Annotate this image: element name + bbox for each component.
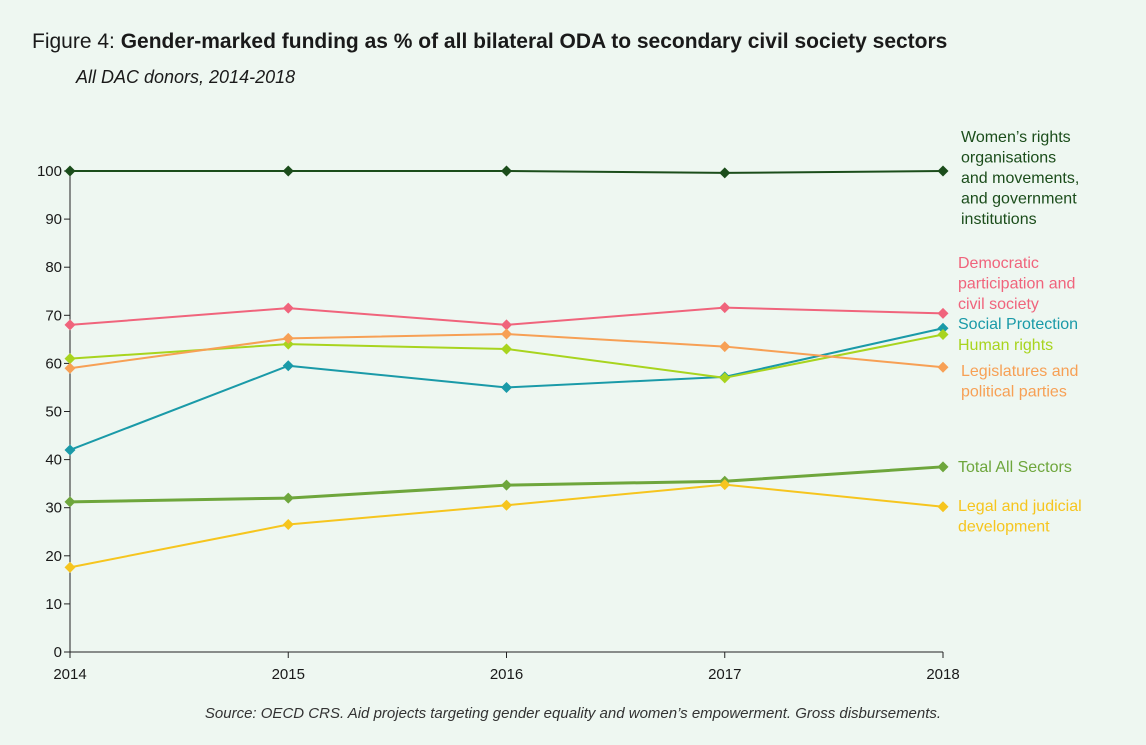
series-line bbox=[69, 483, 944, 569]
data-point bbox=[501, 343, 512, 355]
y-tick-label: 0 bbox=[54, 644, 62, 661]
figure-title: Gender-marked funding as % of all bilate… bbox=[120, 30, 948, 53]
data-point bbox=[282, 519, 294, 531]
data-point bbox=[282, 302, 294, 314]
y-tick-label: 100 bbox=[37, 163, 62, 180]
data-point bbox=[501, 381, 512, 393]
chart-title: Figure 4: Gender-marked funding as % of … bbox=[32, 30, 947, 54]
y-tick-label: 90 bbox=[45, 211, 62, 228]
y-tick-label: 60 bbox=[45, 355, 62, 372]
figure-label: Figure 4: bbox=[32, 30, 115, 53]
x-tick-label: 2018 bbox=[926, 666, 959, 683]
data-point bbox=[501, 328, 512, 340]
legend-label: Democratic participation and civil society bbox=[958, 255, 1075, 313]
data-point bbox=[64, 165, 76, 177]
source-note: Source: OECD CRS. Aid projects targeting… bbox=[204, 705, 942, 722]
legend-label-line: organisations bbox=[961, 150, 1056, 167]
data-point bbox=[64, 362, 76, 374]
data-point bbox=[719, 479, 731, 491]
data-point bbox=[282, 165, 294, 177]
data-point bbox=[282, 338, 294, 350]
x-tick-label: 2017 bbox=[708, 666, 741, 683]
y-tick-label: 30 bbox=[45, 500, 62, 517]
data-point bbox=[501, 319, 512, 331]
legend-label-line: political parties bbox=[961, 384, 1067, 401]
legend-label: Legal and judicial development bbox=[958, 498, 1082, 536]
chart-subtitle: All DAC donors, 2014-2018 bbox=[76, 67, 296, 87]
series-group bbox=[64, 328, 949, 374]
axes: 0 10 20 30 40 50 60 70 80 90 100 2014 2015 2016 2017 20… bbox=[37, 163, 960, 683]
legend-label: Legislatures and political parties bbox=[961, 363, 1078, 401]
data-point bbox=[937, 322, 949, 334]
data-point bbox=[719, 167, 731, 179]
legend-label: Total All Sectors bbox=[958, 459, 1072, 476]
y-tick-label: 80 bbox=[45, 259, 62, 276]
legend-label-line: institutions bbox=[961, 211, 1037, 228]
data-point bbox=[282, 360, 294, 372]
data-point bbox=[64, 561, 76, 573]
legend-label-line: and movements, bbox=[961, 170, 1079, 187]
legend-label-line: Democratic bbox=[958, 255, 1039, 272]
data-point bbox=[64, 444, 76, 456]
y-tick-label: 40 bbox=[45, 452, 62, 469]
legend-label-line: Human rights bbox=[958, 337, 1053, 354]
data-point bbox=[937, 501, 949, 513]
legend-label-line: and government bbox=[961, 191, 1077, 208]
legend-label: Human rights bbox=[958, 337, 1053, 354]
data-point bbox=[501, 499, 512, 511]
data-point bbox=[282, 332, 294, 344]
legend-label-line: civil society bbox=[958, 296, 1039, 313]
series-group bbox=[64, 461, 949, 508]
data-point bbox=[719, 372, 731, 384]
legend-label-line: Social Protection bbox=[958, 316, 1078, 333]
legend-label-line: Total All Sectors bbox=[958, 459, 1072, 476]
data-point bbox=[937, 329, 949, 341]
data-point bbox=[282, 492, 294, 504]
data-point bbox=[64, 496, 76, 508]
x-tick-label: 2016 bbox=[490, 666, 523, 683]
data-point bbox=[64, 353, 76, 365]
legend-label-line: development bbox=[958, 519, 1050, 536]
legend-label: Women’s rights organisations and movements… bbox=[961, 129, 1079, 228]
data-point bbox=[937, 165, 949, 177]
legend: Women’s rights organisations and movements… bbox=[958, 129, 1082, 536]
data-point bbox=[501, 165, 512, 177]
data-point bbox=[719, 302, 731, 314]
x-tick-label: 2014 bbox=[53, 666, 86, 683]
legend-label-line: Legal and judicial bbox=[958, 498, 1082, 515]
series-group bbox=[64, 302, 949, 331]
series-group bbox=[64, 165, 949, 179]
y-tick-label: 10 bbox=[45, 596, 62, 613]
series-line bbox=[69, 333, 944, 379]
data-point bbox=[719, 341, 731, 353]
legend-label: Social Protection bbox=[958, 316, 1078, 333]
data-point bbox=[937, 461, 949, 473]
data-point bbox=[501, 479, 512, 491]
series-group bbox=[64, 479, 949, 573]
data-point bbox=[64, 319, 76, 331]
legend-label-line: participation and bbox=[958, 276, 1075, 293]
y-tick-label: 50 bbox=[45, 404, 62, 421]
y-tick-label: 20 bbox=[45, 548, 62, 565]
legend-label-line: Women’s rights bbox=[961, 129, 1071, 146]
y-tick-label: 70 bbox=[45, 307, 62, 324]
series-layer bbox=[64, 165, 949, 573]
x-tick-label: 2015 bbox=[272, 666, 305, 683]
data-point bbox=[937, 307, 949, 319]
data-point bbox=[937, 361, 949, 373]
series-group bbox=[64, 322, 949, 456]
legend-label-line: Legislatures and bbox=[961, 363, 1078, 380]
